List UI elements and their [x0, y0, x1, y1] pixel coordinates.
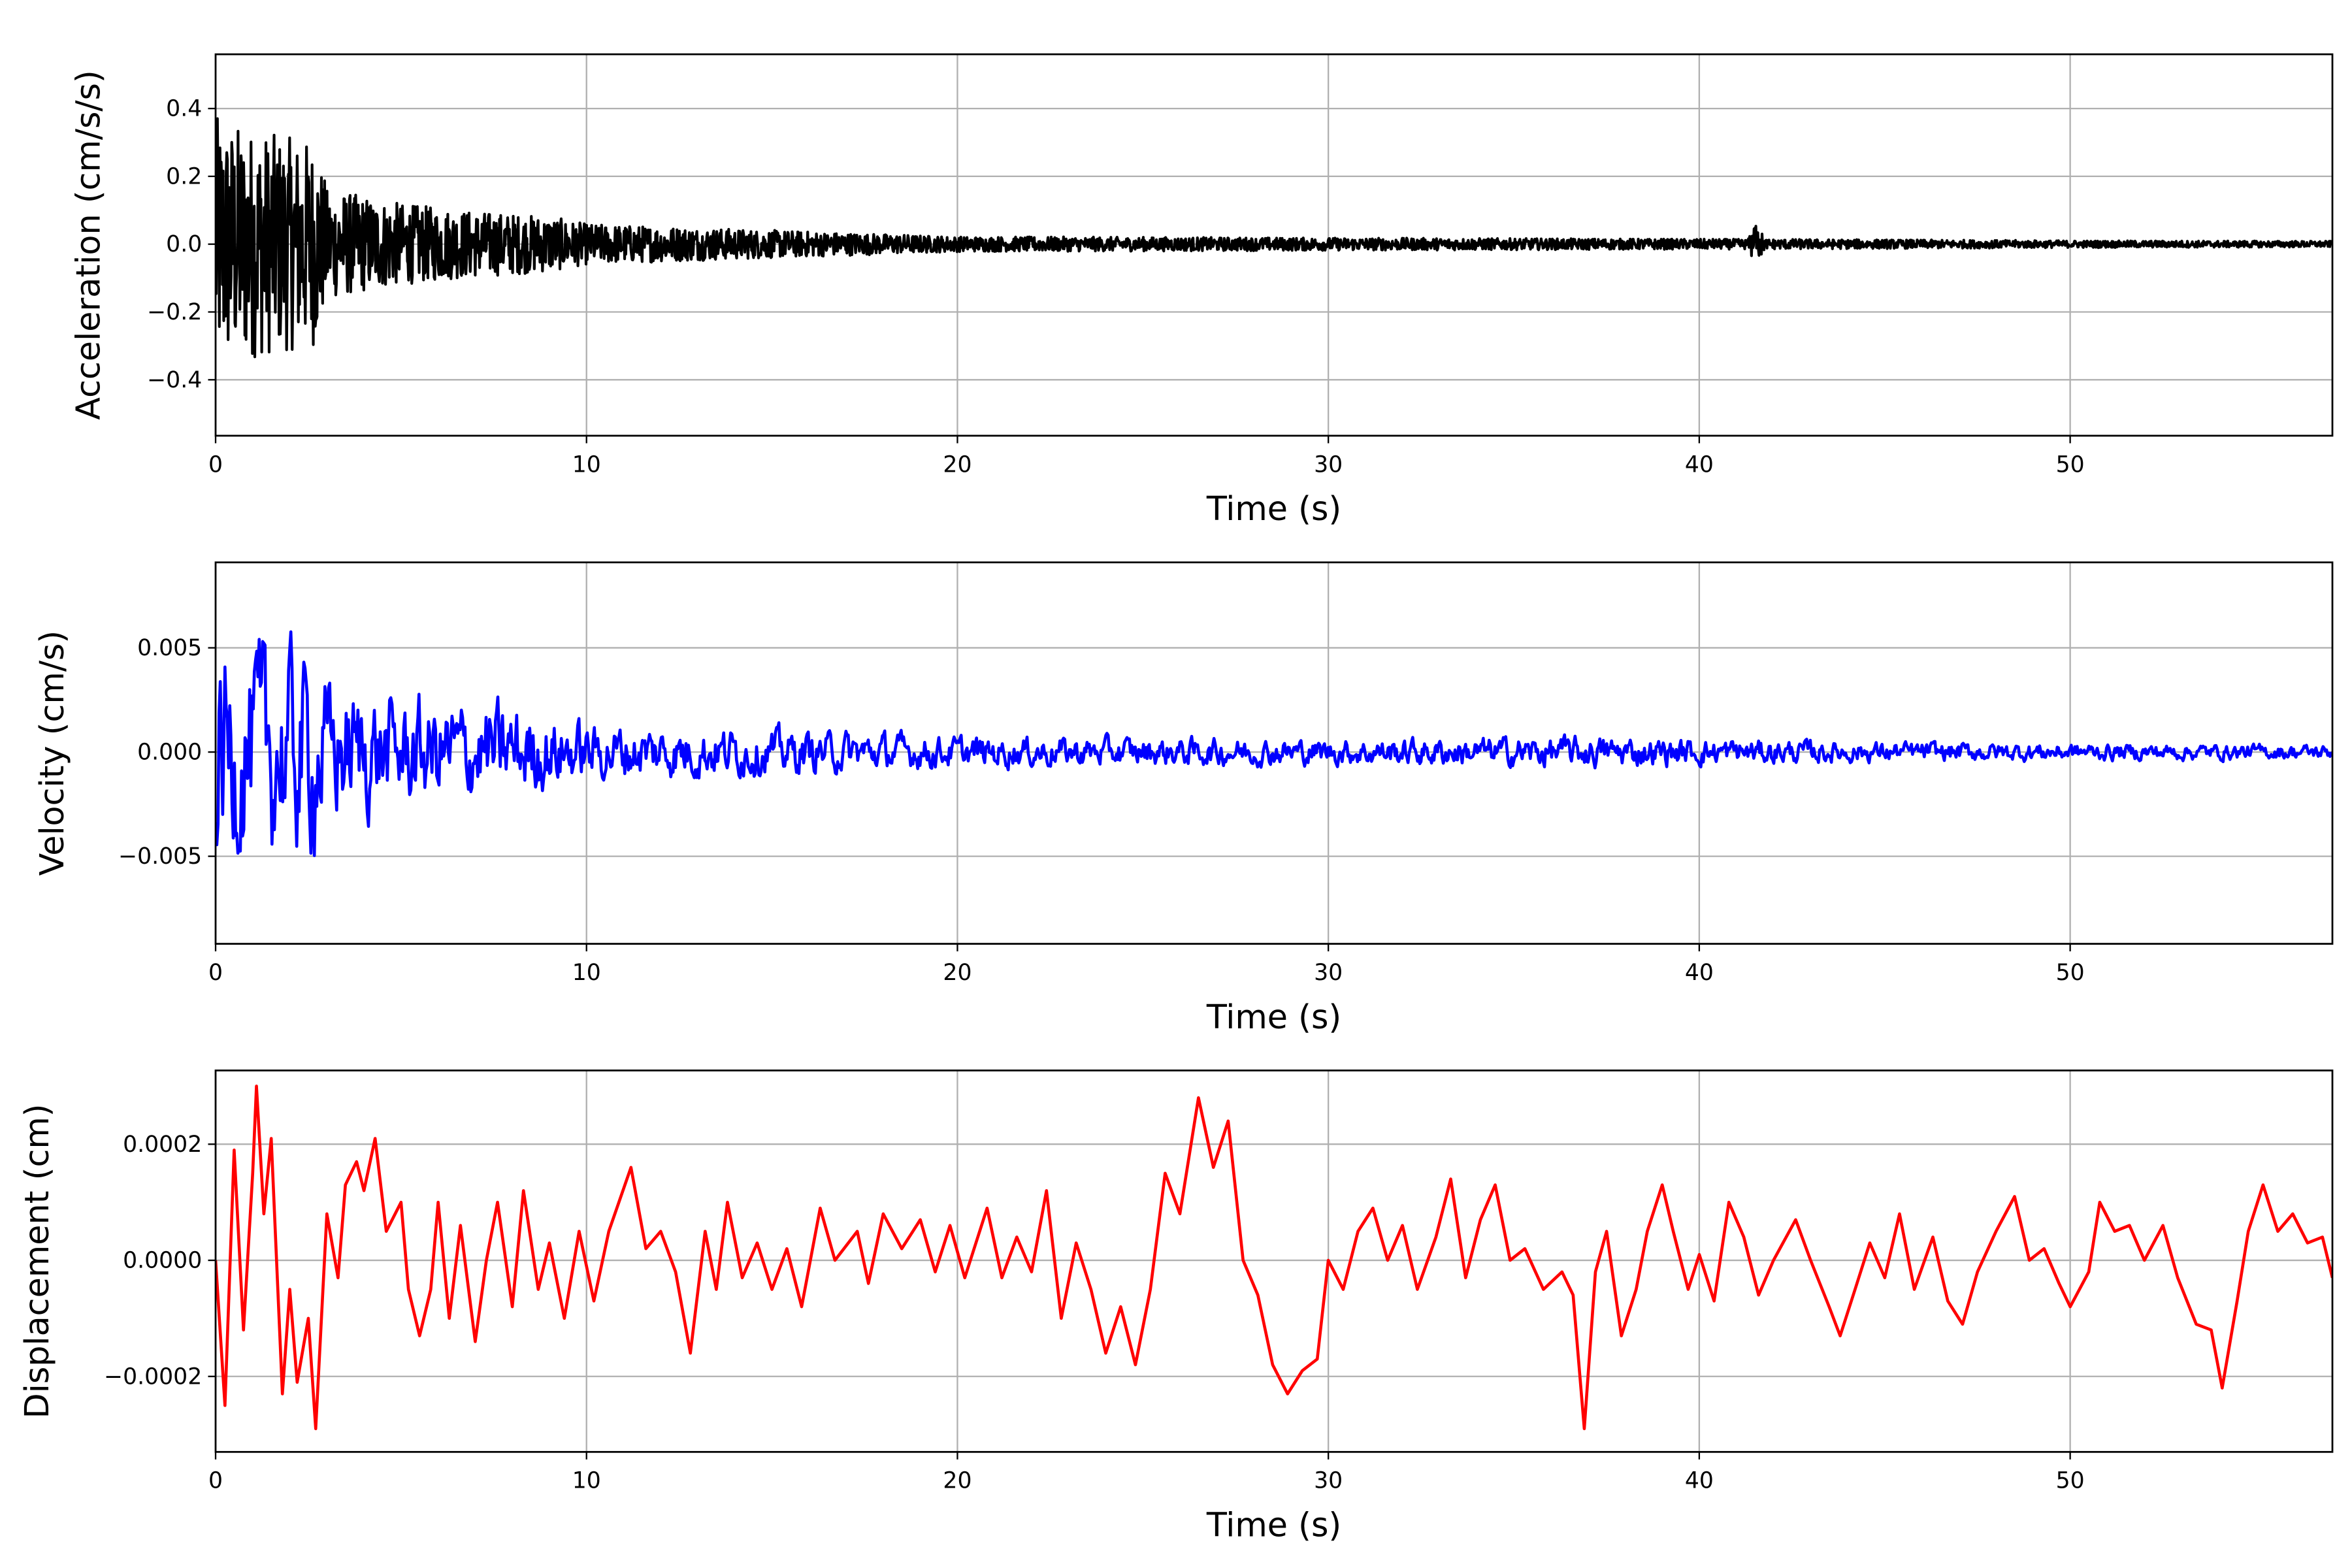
x-tick-label: 20 — [943, 1468, 972, 1494]
displacement-series-line — [215, 1085, 2332, 1431]
y-tick-label: 0.2 — [166, 163, 202, 189]
x-tick-label: 50 — [2056, 960, 2085, 986]
x-axis-label: Time (s) — [1206, 998, 1341, 1036]
y-tick-label: −0.2 — [147, 299, 202, 325]
y-axis-label: Displacement (cm) — [18, 1103, 56, 1418]
x-tick-label: 30 — [1314, 960, 1343, 986]
x-axis-label: Time (s) — [1206, 489, 1341, 528]
velocity-panel: 0 10 20 30 40 50 −0.005 0.000 0.005 Time (s) Veloc… — [33, 561, 2334, 1036]
acceleration-panel: 0 10 20 30 40 50 −0.4 −0.2 0.0 0.2 0.4 Time (s) Acce… — [69, 53, 2334, 528]
y-axis-label: Acceleration (cm/s/s) — [69, 70, 107, 420]
x-tick-label: 0 — [208, 451, 223, 478]
y-tick-label: −0.0002 — [104, 1364, 202, 1390]
y-tick-label: −0.4 — [147, 367, 202, 393]
y-tick-label: 0.0000 — [123, 1248, 202, 1274]
x-tick-label: 50 — [2056, 451, 2085, 478]
x-tick-label: 50 — [2056, 1468, 2085, 1494]
x-tick-label: 30 — [1314, 1468, 1343, 1494]
y-tick-label: 0.0002 — [123, 1132, 202, 1158]
x-tick-label: 20 — [943, 451, 972, 478]
y-tick-label: 0.0 — [166, 231, 202, 257]
x-tick-label: 30 — [1314, 451, 1343, 478]
y-tick-label: 0.4 — [166, 96, 202, 122]
axes-frame — [214, 1070, 2334, 1453]
velocity-series-line — [215, 630, 2332, 857]
x-tick-label: 20 — [943, 960, 972, 986]
x-tick-label: 0 — [208, 1468, 223, 1494]
y-tick-label: 0.005 — [137, 635, 202, 661]
acceleration-series-line — [215, 117, 2332, 359]
axes-frame — [214, 561, 2334, 945]
x-tick-label: 40 — [1685, 960, 1714, 986]
displacement-panel: 0 10 20 30 40 50 −0.0002 0.0000 0.0002 Time (s) Di… — [18, 1070, 2334, 1544]
x-tick-label: 40 — [1685, 1468, 1714, 1494]
axes-frame — [214, 53, 2334, 437]
x-tick-label: 10 — [572, 451, 601, 478]
y-axis-label: Velocity (cm/s) — [33, 630, 71, 876]
x-tick-label: 40 — [1685, 451, 1714, 478]
y-tick-label: −0.005 — [118, 843, 202, 870]
x-tick-label: 10 — [572, 960, 601, 986]
x-tick-label: 10 — [572, 1468, 601, 1494]
x-tick-label: 0 — [208, 960, 223, 986]
x-axis-label: Time (s) — [1206, 1506, 1341, 1544]
y-tick-label: 0.000 — [137, 740, 202, 766]
